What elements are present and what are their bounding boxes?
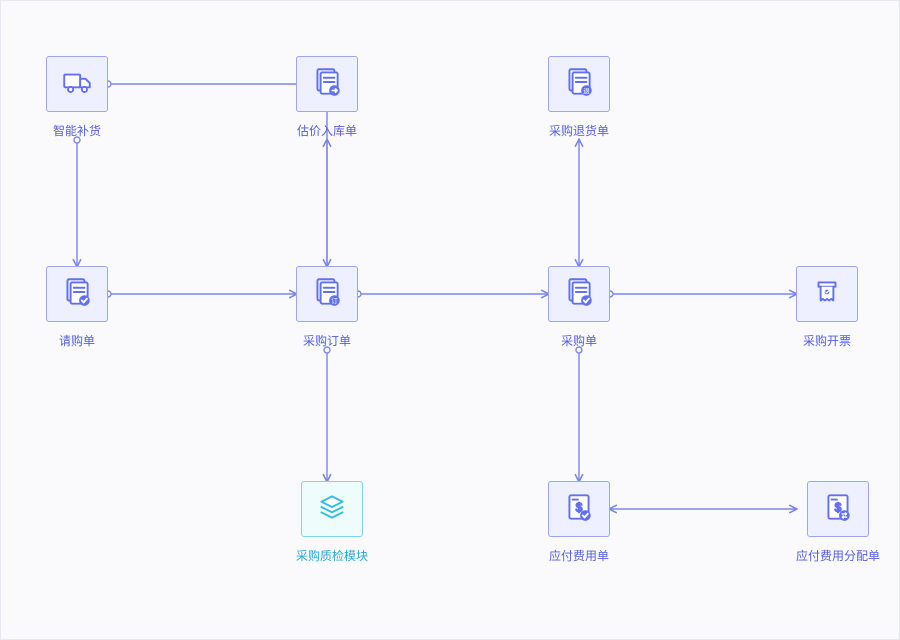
node-label: 采购开票 xyxy=(803,332,851,349)
node-box: 订 xyxy=(296,266,358,322)
doc-order-icon: 订 xyxy=(310,275,344,314)
node-return_order[interactable]: 退 采购退货单 xyxy=(548,56,610,139)
flowchart-canvas: 智能补货 估价入库单 退 采购退货单 请购单 订 采购订单 采购单 采购开票 采… xyxy=(0,0,900,640)
node-label: 采购质检模块 xyxy=(296,547,368,564)
node-label: 采购退货单 xyxy=(549,122,609,139)
node-invoice[interactable]: 采购开票 xyxy=(796,266,858,349)
doc-return-icon: 退 xyxy=(562,65,596,104)
node-box xyxy=(296,56,358,112)
node-purchase_req[interactable]: 请购单 xyxy=(46,266,108,349)
doc-money-swap-icon: $ xyxy=(821,490,855,529)
edge-smart_replenish-purchase_order xyxy=(108,84,327,266)
stack-icon xyxy=(315,490,349,529)
node-payable_alloc[interactable]: $ 应付费用分配单 xyxy=(796,481,880,564)
node-box xyxy=(548,266,610,322)
node-box xyxy=(796,266,858,322)
svg-text:退: 退 xyxy=(583,86,590,95)
doc-money-check-icon: $ xyxy=(562,490,596,529)
node-estimate_in[interactable]: 估价入库单 xyxy=(296,56,358,139)
node-label: 应付费用分配单 xyxy=(796,547,880,564)
node-label: 请购单 xyxy=(59,332,95,349)
node-purchase_bill[interactable]: 采购单 xyxy=(548,266,610,349)
node-label: 采购订单 xyxy=(303,332,351,349)
node-box xyxy=(46,266,108,322)
truck-icon xyxy=(60,65,94,104)
node-box: $ xyxy=(807,481,869,537)
doc-check-icon xyxy=(562,275,596,314)
edges-layer xyxy=(1,1,900,640)
node-box: 退 xyxy=(548,56,610,112)
receipt-icon xyxy=(810,275,844,314)
node-qc_module[interactable]: 采购质检模块 xyxy=(296,481,368,564)
node-label: 估价入库单 xyxy=(297,122,357,139)
node-purchase_order[interactable]: 订 采购订单 xyxy=(296,266,358,349)
svg-text:订: 订 xyxy=(331,297,338,305)
node-box xyxy=(46,56,108,112)
node-label: 应付费用单 xyxy=(549,547,609,564)
node-box xyxy=(301,481,363,537)
doc-check-icon xyxy=(60,275,94,314)
node-label: 智能补货 xyxy=(53,122,101,139)
node-smart_replenish[interactable]: 智能补货 xyxy=(46,56,108,139)
doc-right-icon xyxy=(310,65,344,104)
node-box: $ xyxy=(548,481,610,537)
node-payable[interactable]: $ 应付费用单 xyxy=(548,481,610,564)
node-label: 采购单 xyxy=(561,332,597,349)
